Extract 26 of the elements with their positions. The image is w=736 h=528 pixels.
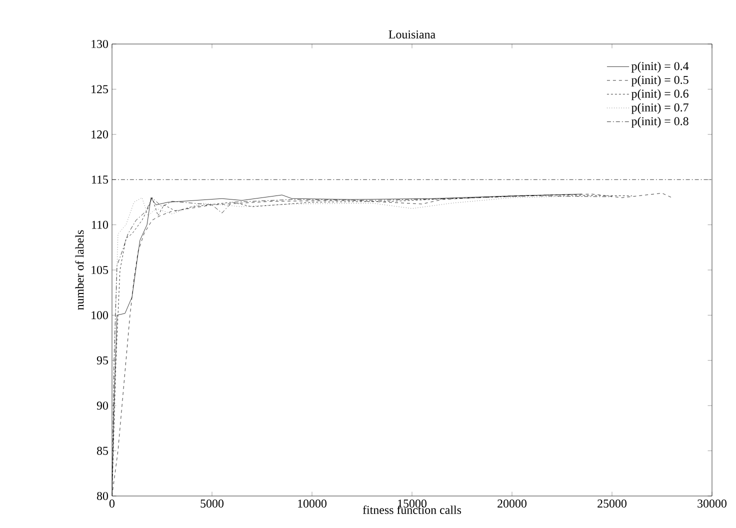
x-tick-label: 15000 xyxy=(398,500,426,508)
y-tick-label: 120 xyxy=(92,130,108,138)
y-tick-label: 125 xyxy=(92,85,108,94)
x-tick-label: 20000 xyxy=(498,500,526,508)
y-tick-label: 115 xyxy=(92,176,108,184)
x-tick-label: 30000 xyxy=(698,500,726,508)
y-tick-label: 105 xyxy=(92,266,108,274)
legend-label: p(init) = 0.6 xyxy=(631,89,688,100)
y-tick-label: 90 xyxy=(96,402,108,410)
y-tick-label: 130 xyxy=(92,40,108,48)
y-axis-title: number of labels xyxy=(75,230,84,310)
legend-label: p(init) = 0.8 xyxy=(631,116,688,128)
y-tick-label: 95 xyxy=(96,356,108,364)
legend-label: p(init) = 0.5 xyxy=(631,76,688,86)
x-tick-label: 10000 xyxy=(298,500,326,508)
x-tick-label: 0 xyxy=(109,500,115,508)
y-tick-label: 100 xyxy=(92,311,108,320)
chart-title: Louisiana xyxy=(388,30,436,38)
y-tick-label: 85 xyxy=(96,446,108,455)
x-tick-label: 25000 xyxy=(598,500,626,508)
y-tick-label: 80 xyxy=(96,492,108,500)
x-axis-title: fitness function calls xyxy=(362,505,462,514)
x-tick-label: 5000 xyxy=(200,500,224,508)
legend-label: p(init) = 0.4 xyxy=(631,62,689,73)
legend-label: p(init) = 0.7 xyxy=(631,103,688,114)
y-tick-label: 110 xyxy=(92,220,108,229)
